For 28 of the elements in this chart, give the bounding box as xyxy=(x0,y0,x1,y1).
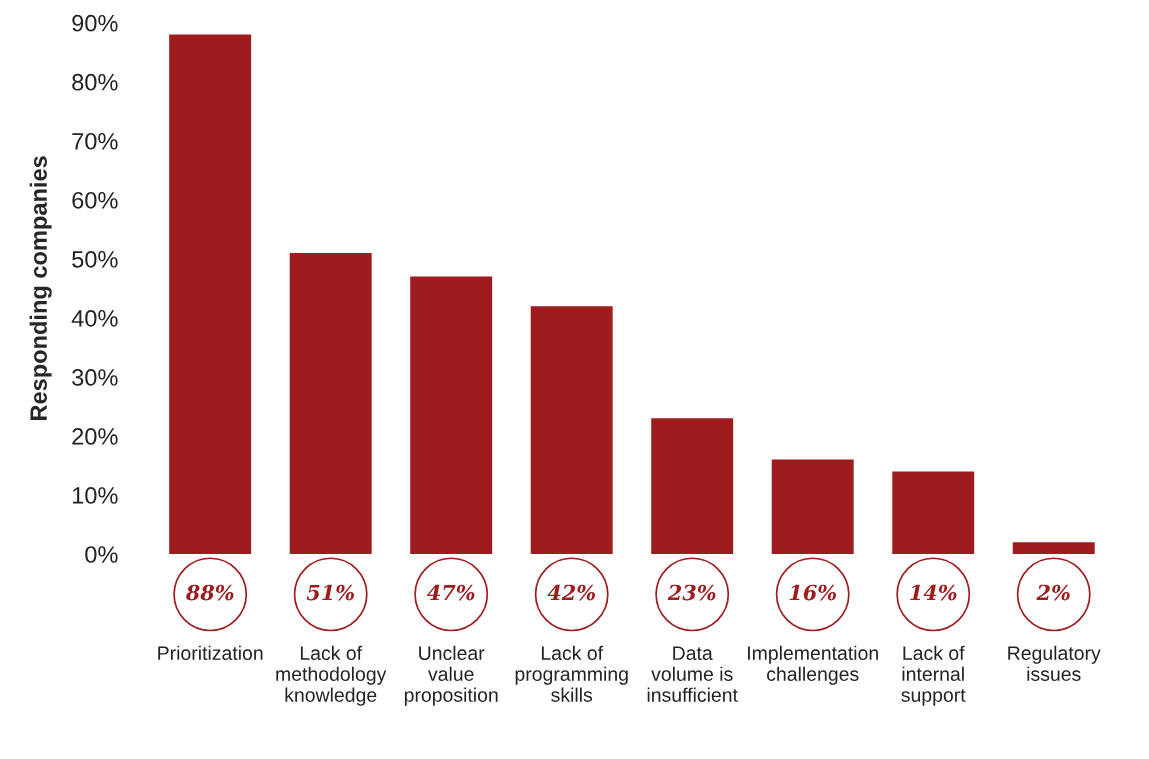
x-tick-label: Lack of internal support xyxy=(901,645,966,706)
x-tick-label: Lack of programming skills xyxy=(515,645,628,702)
y-tick-label: 50% xyxy=(72,250,118,268)
x-tick-label: Regulatory issues xyxy=(1008,645,1101,681)
data-label: 2% xyxy=(1036,584,1070,601)
y-tick-label: 10% xyxy=(72,487,118,504)
y-tick-label: 40% xyxy=(71,310,118,327)
data-label: 14% xyxy=(910,584,957,601)
bar xyxy=(1012,542,1095,555)
x-tick-label: Data volume is insufficient xyxy=(647,646,738,702)
y-tick-label: 70% xyxy=(72,132,118,150)
y-tick-label: 20% xyxy=(72,428,118,445)
x-tick-label: Implementation challenges xyxy=(748,645,878,685)
y-tick-label: 30% xyxy=(72,369,118,386)
data-label: 42% xyxy=(547,584,595,601)
y-axis-title: Responding companies xyxy=(29,156,52,420)
data-label: 47% xyxy=(426,584,475,601)
y-tick-label: 0% xyxy=(85,546,118,563)
x-tick-label: Unclear value proposition xyxy=(404,645,498,706)
x-tick-label: Lack of methodology knowledge xyxy=(276,645,387,706)
data-label: 88% xyxy=(186,584,234,601)
data-label: 23% xyxy=(667,584,716,601)
data-label: 16% xyxy=(789,584,836,601)
y-tick-label: 80% xyxy=(72,73,118,91)
y-tick-label: 90% xyxy=(72,14,118,32)
x-tick-label: Prioritization xyxy=(158,645,263,661)
data-label: 51% xyxy=(306,584,354,601)
y-tick-label: 60% xyxy=(72,191,118,209)
